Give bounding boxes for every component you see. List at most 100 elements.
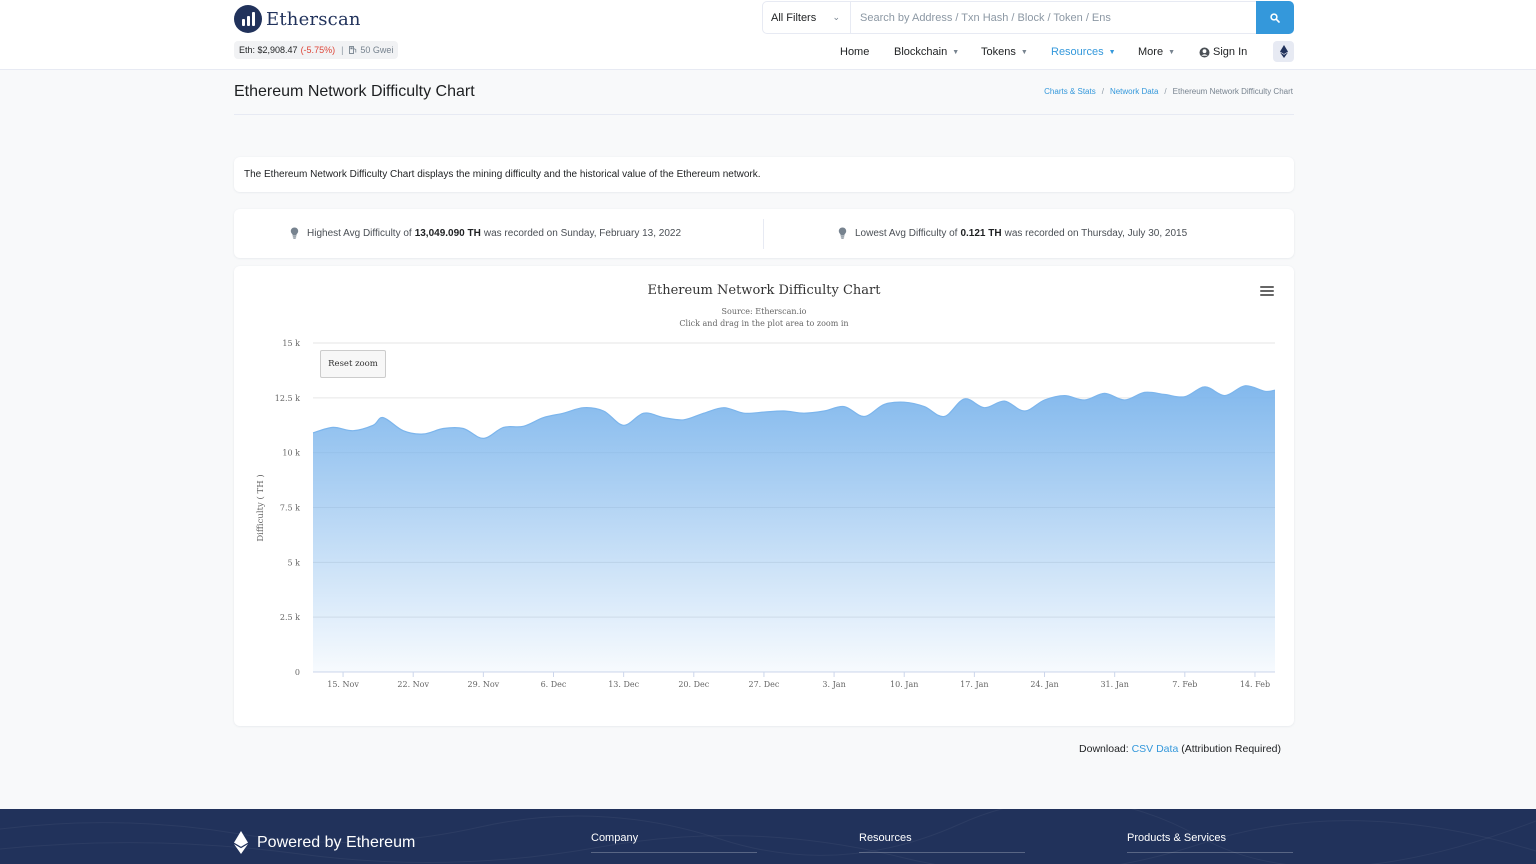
search-button[interactable] [1256, 1, 1294, 34]
footer-col-company: Company [591, 832, 757, 853]
breadcrumb-separator: / [1164, 87, 1167, 96]
etherscan-logo[interactable]: Etherscan [234, 5, 361, 33]
nav-sign-in[interactable]: Sign In [1199, 44, 1247, 60]
y-tick-label: 12.5 k [275, 394, 300, 403]
chart-source: Source: Etherscan.io [721, 307, 807, 316]
gas-pump-icon [349, 46, 357, 54]
nav-sign-in-label: Sign In [1213, 46, 1248, 58]
y-tick-label: 2.5 k [280, 613, 300, 622]
gas-price: 50 Gwei [360, 45, 394, 55]
highest-prefix: Highest Avg Difficulty of [307, 227, 412, 239]
chevron-down-icon: ▼ [1168, 48, 1175, 56]
ethereum-icon [234, 831, 248, 854]
x-tick-label: 17. Jan [960, 680, 988, 689]
difficulty-chart[interactable]: 0 2.5 k 5 k 7.5 k 10 k 12.5 k 15 k 15. Nov 22. … [234, 266, 1294, 726]
lightbulb-icon [838, 227, 847, 239]
filter-label: All Filters [771, 11, 817, 24]
highest-suffix: was recorded on Sunday, February 13, 202… [483, 227, 682, 239]
breadcrumb-network-data[interactable]: Network Data [1109, 87, 1159, 96]
breadcrumb: Charts & Stats / Network Data / Ethereum… [1044, 87, 1293, 96]
chevron-down-icon: ⌄ [832, 12, 840, 22]
nav-home[interactable]: Home [840, 44, 869, 60]
stats-divider [763, 219, 764, 249]
y-tick-label: 10 k [282, 449, 300, 458]
breadcrumb-current: Ethereum Network Difficulty Chart [1172, 87, 1293, 96]
nav-resources-label: Resources [1051, 46, 1104, 58]
footer-brand: Powered by Ethereum [234, 831, 415, 854]
nav-blockchain-label: Blockchain [894, 46, 948, 58]
x-tick-label: 7. Feb [1172, 680, 1197, 689]
highest-value: 13,049.090 TH [414, 227, 481, 239]
nav-tokens[interactable]: Tokens ▼ [981, 44, 1028, 60]
footer-col-resources: Resources [859, 832, 1025, 853]
x-tick-label: 20. Dec [678, 680, 709, 689]
search-icon [1270, 12, 1280, 23]
chevron-down-icon: ▼ [1020, 48, 1028, 56]
chart-menu-icon[interactable] [1260, 286, 1274, 298]
user-icon [1199, 47, 1210, 57]
csv-download-link[interactable]: CSV Data [1131, 743, 1179, 755]
nav-more[interactable]: More ▼ [1138, 44, 1175, 60]
page-title: Ethereum Network Difficulty Chart [234, 83, 475, 100]
footer-brand-text: Powered by Ethereum [257, 833, 416, 851]
x-tick-label: 3. Jan [822, 680, 845, 689]
chart-zoom-hint: Click and drag in the plot area to zoom … [679, 319, 849, 328]
lowest-value: 0.121 TH [960, 227, 1002, 239]
lowest-difficulty-stat: Lowest Avg Difficulty of 0.121 TH was re… [838, 227, 1187, 239]
y-tick-label: 0 [295, 668, 300, 677]
eth-price-change: (-5.75%) [300, 45, 336, 55]
y-tick-label: 7.5 k [280, 504, 300, 513]
difficulty-stats-card: Highest Avg Difficulty of 13,049.090 TH … [234, 209, 1294, 258]
nav-resources[interactable]: Resources ▼ [1051, 44, 1116, 60]
eth-price: Eth: $2,908.47 [239, 45, 298, 55]
x-tick-label: 6. Dec [541, 680, 567, 689]
site-footer: Powered by Ethereum Company Resources Pr… [0, 809, 1536, 864]
footer-col-label: Company [591, 832, 639, 844]
description-card: The Ethereum Network Difficulty Chart di… [234, 157, 1294, 192]
nav-tokens-label: Tokens [981, 46, 1016, 58]
title-divider [234, 114, 1294, 115]
x-tick-label: 22. Nov [397, 680, 429, 689]
footer-col-products: Products & Services [1127, 832, 1293, 853]
lowest-prefix: Lowest Avg Difficulty of [855, 227, 958, 239]
site-header: Etherscan Eth: $2,908.47 (-5.75%) | 50 G… [0, 0, 1536, 70]
download-prefix: Download: [1079, 743, 1129, 755]
footer-col-label: Resources [859, 832, 912, 844]
y-tick-label: 15 k [282, 339, 300, 348]
nav-blockchain[interactable]: Blockchain ▼ [894, 44, 959, 60]
reset-zoom-button[interactable]: Reset zoom [320, 350, 386, 378]
x-tick-label: 27. Dec [748, 680, 779, 689]
chart-title: Ethereum Network Difficulty Chart [647, 283, 881, 298]
download-suffix: (Attribution Required) [1181, 743, 1281, 755]
difficulty-area [313, 385, 1275, 672]
chevron-down-icon: ▼ [1108, 48, 1116, 56]
eth-price-ticker: Eth: $2,908.47 (-5.75%) | 50 Gwei [234, 41, 399, 59]
search-input[interactable] [851, 2, 1256, 33]
highest-difficulty-stat: Highest Avg Difficulty of 13,049.090 TH … [290, 227, 681, 239]
breadcrumb-charts-stats[interactable]: Charts & Stats [1044, 87, 1096, 96]
lightbulb-icon [290, 227, 299, 239]
etherscan-logo-icon [234, 5, 262, 33]
nav-more-label: More [1138, 46, 1164, 58]
x-tick-label: 15. Nov [327, 680, 359, 689]
nav-home-label: Home [840, 46, 870, 58]
search-bar: All Filters ⌄ [762, 1, 1294, 34]
footer-pattern [0, 809, 1536, 864]
footer-col-label: Products & Services [1127, 832, 1227, 844]
x-tick-label: 10. Jan [890, 680, 918, 689]
difficulty-line [312, 385, 1276, 440]
x-tick-label: 31. Jan [1100, 680, 1128, 689]
x-tick-label: 13. Dec [608, 680, 639, 689]
x-tick-label: 24. Jan [1030, 680, 1058, 689]
search-filter-select[interactable]: All Filters ⌄ [763, 2, 851, 33]
download-section: Download: CSV Data (Attribution Required… [1079, 743, 1281, 755]
ethereum-icon [1279, 45, 1288, 58]
breadcrumb-separator: / [1101, 87, 1104, 96]
chart-description: The Ethereum Network Difficulty Chart di… [244, 169, 761, 180]
ticker-separator: | [341, 45, 344, 55]
difficulty-chart-card: 0 2.5 k 5 k 7.5 k 10 k 12.5 k 15 k 15. Nov 22. … [234, 266, 1294, 726]
x-tick-label: 14. Feb [1240, 680, 1270, 689]
lowest-suffix: was recorded on Thursday, July 30, 2015 [1004, 227, 1188, 239]
network-switch-button[interactable] [1273, 41, 1294, 62]
y-tick-label: 5 k [288, 558, 301, 567]
